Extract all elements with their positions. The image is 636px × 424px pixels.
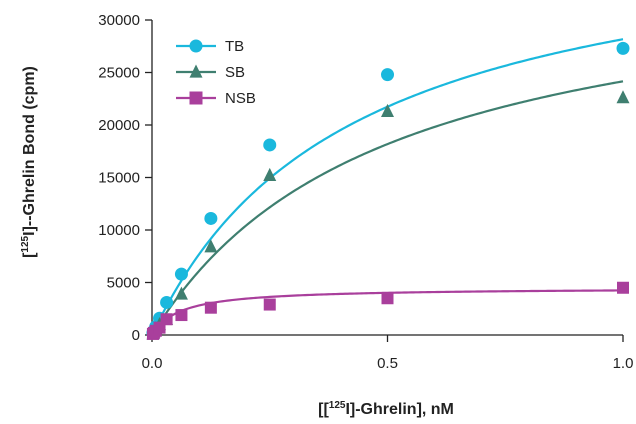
point-sb xyxy=(381,103,394,117)
x-tick-label: 0.0 xyxy=(142,355,163,372)
point-sb xyxy=(204,239,218,253)
point-tb xyxy=(204,211,218,225)
point-sb xyxy=(174,286,188,300)
y-tick-label: 15000 xyxy=(98,170,140,187)
point-sb xyxy=(616,90,630,104)
y-tick-label: 10000 xyxy=(98,222,140,239)
point-nsb xyxy=(381,292,394,305)
y-tick-label: 25000 xyxy=(98,65,140,82)
legend-marker-nsb xyxy=(189,91,203,105)
legend-marker-sb xyxy=(189,64,203,78)
point-tb xyxy=(174,267,188,281)
point-tb xyxy=(381,68,394,82)
point-nsb xyxy=(617,281,629,294)
y-tick-label: 30000 xyxy=(98,12,140,29)
point-tb xyxy=(160,295,174,309)
axes: 0 5000 10000 15000 20000 25000 30000 0.0 0.5 1.0 xyxy=(98,12,633,372)
y-tick-label: 20000 xyxy=(98,117,140,134)
y-axis-title: [125I]--Ghrelin Bond (cpm) xyxy=(20,66,38,258)
point-nsb xyxy=(263,298,276,311)
x-tick-label: 1.0 xyxy=(613,355,634,372)
point-nsb xyxy=(175,309,188,322)
point-sb xyxy=(263,167,277,182)
point-tb xyxy=(263,138,277,152)
y-tick-label: 5000 xyxy=(107,275,140,292)
legend-label-nsb: NSB xyxy=(225,90,256,107)
legend-label-tb: TB xyxy=(225,38,244,55)
data-points xyxy=(146,41,630,340)
point-nsb xyxy=(160,313,173,326)
legend: TB SB NSB xyxy=(176,38,256,107)
x-axis-title: [[125I]-Ghrelin], nM xyxy=(318,400,454,418)
point-nsb xyxy=(204,301,217,314)
fit-curves xyxy=(151,38,624,336)
point-tb xyxy=(616,41,630,55)
y-tick-label: 0 xyxy=(132,327,140,344)
legend-label-sb: SB xyxy=(225,64,245,81)
fit-curve-sb xyxy=(151,80,624,336)
legend-marker-tb xyxy=(189,39,203,53)
x-tick-label: 0.5 xyxy=(377,355,398,372)
